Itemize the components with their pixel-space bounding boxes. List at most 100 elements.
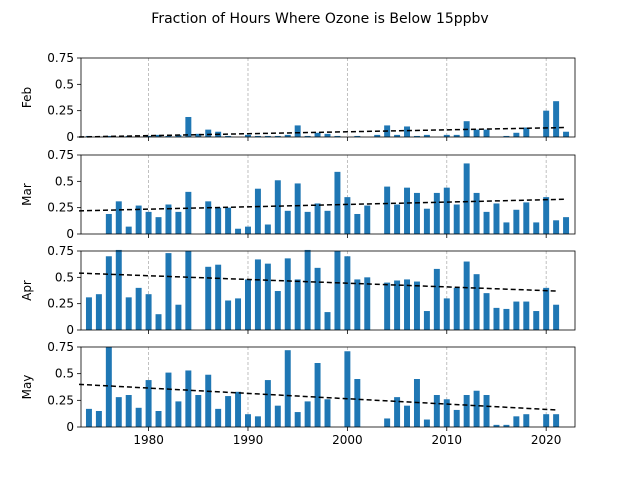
bar xyxy=(135,407,142,427)
bar xyxy=(274,291,281,330)
axes-frame xyxy=(80,57,576,138)
bar xyxy=(205,201,212,234)
bar xyxy=(125,395,132,427)
bar xyxy=(543,414,550,427)
bar xyxy=(453,287,460,330)
bar xyxy=(513,132,520,137)
y-tick-label: 0.25 xyxy=(47,201,74,215)
bar xyxy=(135,287,142,330)
bar xyxy=(503,308,510,330)
bar xyxy=(105,256,112,330)
bar xyxy=(105,135,112,137)
bar xyxy=(473,129,480,137)
bar xyxy=(165,372,172,427)
y-axis-label: Mar xyxy=(20,183,34,206)
bar xyxy=(413,281,420,330)
bar xyxy=(245,414,251,427)
bar xyxy=(254,188,261,234)
bar xyxy=(85,297,92,330)
bar xyxy=(225,396,232,427)
bar xyxy=(324,312,331,330)
bar xyxy=(185,370,192,427)
bar xyxy=(115,397,122,427)
bar xyxy=(503,222,510,234)
bar xyxy=(155,134,162,137)
bar xyxy=(254,416,261,427)
bar xyxy=(215,408,222,427)
bar xyxy=(523,301,530,330)
bar xyxy=(294,125,301,137)
bar xyxy=(304,249,311,330)
bar xyxy=(195,133,202,137)
x-tick-label: 1990 xyxy=(233,433,264,447)
axes-frame xyxy=(80,346,576,428)
bar xyxy=(563,131,570,137)
bar xyxy=(254,259,261,330)
bar xyxy=(294,279,301,330)
bar xyxy=(205,129,212,137)
y-tick-label: 0 xyxy=(66,130,74,144)
bar xyxy=(105,347,112,427)
bar xyxy=(165,135,172,137)
y-tick-label: 0 xyxy=(66,420,74,434)
bar xyxy=(334,171,341,234)
axes-frame xyxy=(80,154,576,235)
x-tick-label: 2010 xyxy=(432,433,463,447)
bar xyxy=(374,134,381,137)
bar xyxy=(145,294,152,330)
bar xyxy=(523,414,530,427)
bar xyxy=(284,134,291,137)
bar xyxy=(324,399,331,427)
bar xyxy=(354,135,361,137)
bar xyxy=(483,395,490,427)
bar xyxy=(493,307,500,330)
bar xyxy=(274,135,281,137)
bar xyxy=(493,203,500,234)
bar xyxy=(235,391,242,427)
bar xyxy=(264,135,271,137)
bar xyxy=(284,210,291,234)
bar xyxy=(344,197,351,234)
bar xyxy=(453,134,460,137)
bar xyxy=(284,350,291,427)
bar xyxy=(394,397,401,427)
bar xyxy=(354,379,361,427)
bar xyxy=(503,135,510,137)
bar xyxy=(185,251,192,330)
y-tick-label: 0.75 xyxy=(47,148,74,162)
bar xyxy=(344,256,351,330)
bar xyxy=(145,135,152,137)
bar xyxy=(443,298,450,330)
bar xyxy=(304,401,311,427)
y-tick-label: 0 xyxy=(66,227,74,241)
y-tick-label: 0.5 xyxy=(55,270,74,284)
x-tick-label: 2020 xyxy=(531,433,562,447)
trend-line xyxy=(78,126,567,138)
bar xyxy=(443,134,450,137)
bar xyxy=(115,201,122,234)
y-tick-label: 0.75 xyxy=(47,244,74,258)
bar xyxy=(334,135,341,137)
bar xyxy=(264,380,271,427)
bar xyxy=(423,419,430,427)
y-tick-label: 0.75 xyxy=(47,51,74,65)
bar xyxy=(165,253,172,330)
bar xyxy=(513,209,520,234)
bar xyxy=(254,135,261,137)
bar xyxy=(314,203,321,234)
bar xyxy=(404,187,411,234)
bar xyxy=(324,133,331,137)
bar xyxy=(95,294,102,330)
bar xyxy=(225,300,232,330)
bar xyxy=(245,134,251,137)
y-tick-label: 0.75 xyxy=(47,340,74,354)
bar xyxy=(175,134,182,137)
bar xyxy=(523,127,530,137)
bar xyxy=(264,263,271,330)
bar xyxy=(543,110,550,137)
bar xyxy=(205,266,212,330)
bar xyxy=(245,279,251,330)
bar xyxy=(235,298,242,330)
bar xyxy=(394,280,401,330)
